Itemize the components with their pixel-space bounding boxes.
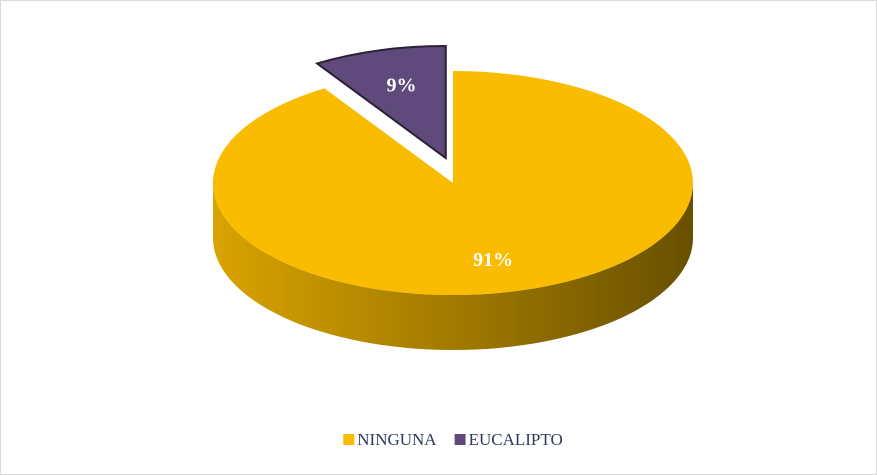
data-label: 9% bbox=[387, 75, 417, 97]
slice bbox=[314, 45, 447, 161]
slice bbox=[212, 71, 694, 295]
legend-swatch bbox=[343, 434, 355, 445]
legend-swatch bbox=[454, 434, 466, 445]
slice-side bbox=[213, 183, 693, 350]
legend-label: EUCALIPTO bbox=[469, 430, 563, 449]
legend-label: NINGUNA bbox=[357, 430, 437, 449]
data-label: 91% bbox=[473, 249, 513, 271]
